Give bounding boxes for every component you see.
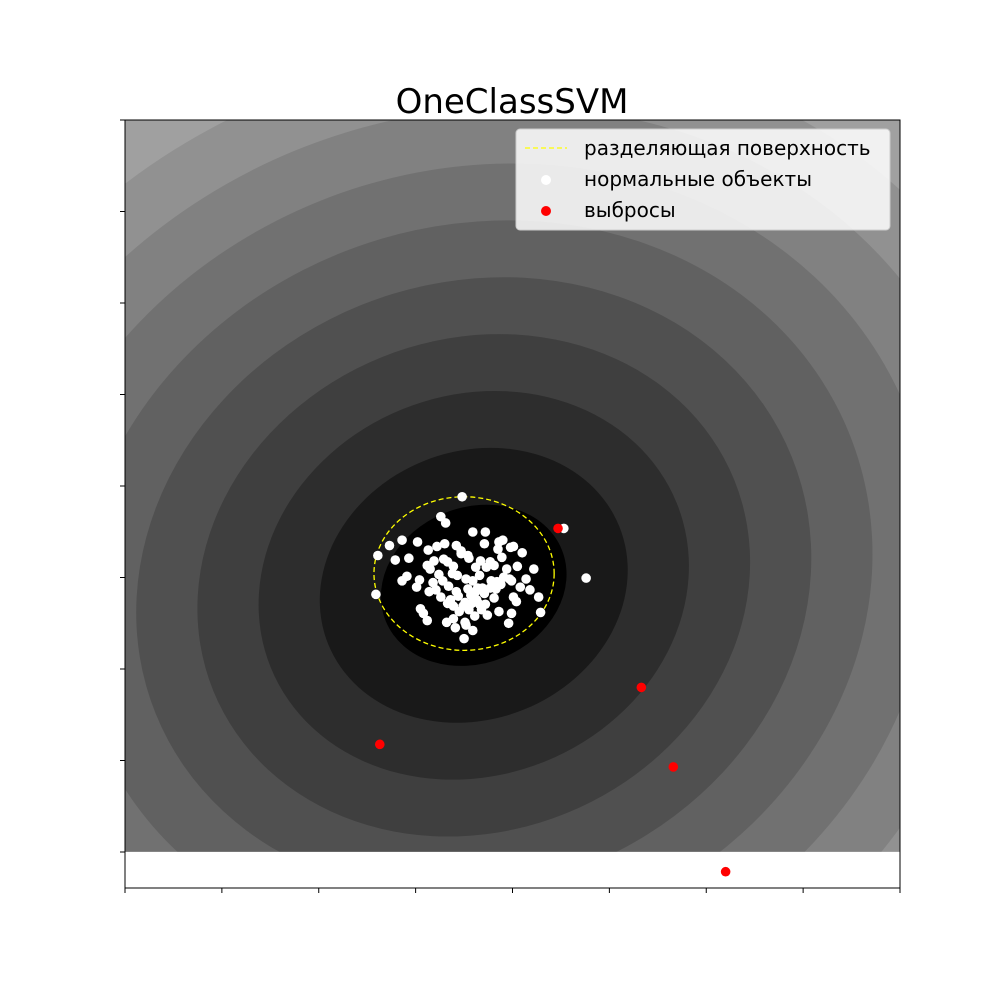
normal-point (513, 562, 523, 572)
normal-point (412, 582, 422, 592)
normal-point (404, 553, 414, 563)
normal-point (506, 543, 516, 553)
legend: разделяющая поверхность нормальные объек… (516, 129, 890, 230)
legend-label-boundary: разделяющая поверхность (584, 136, 871, 160)
normal-point (464, 553, 474, 563)
normal-point (459, 634, 469, 644)
normal-point (371, 590, 381, 600)
normal-point (438, 576, 448, 586)
normal-point (536, 608, 546, 618)
normal-point (397, 576, 407, 586)
normal-point (525, 585, 535, 595)
normal-point (429, 556, 439, 566)
normal-point (446, 595, 456, 605)
normal-point (494, 607, 504, 617)
normal-point (515, 582, 525, 592)
outlier-point (721, 867, 731, 877)
normal-point (504, 618, 514, 628)
normal-point (448, 569, 458, 579)
x-axis-ticks (125, 888, 900, 893)
normal-point (463, 584, 473, 594)
normal-point (422, 616, 432, 626)
normal-point (440, 539, 450, 549)
normal-point (481, 527, 491, 537)
outlier-point (375, 740, 385, 750)
normal-point (534, 592, 544, 602)
chart-title: OneClassSVM (396, 82, 629, 122)
normal-point (497, 553, 507, 563)
normal-point (461, 620, 471, 630)
normal-point (468, 527, 478, 537)
normal-point (456, 546, 466, 556)
normal-point (489, 593, 499, 603)
normal-point (385, 541, 395, 551)
normal-point (491, 584, 501, 594)
normal-point (473, 583, 483, 593)
normal-point (507, 576, 517, 586)
legend-normal-swatch (541, 175, 551, 185)
normal-point (457, 492, 467, 502)
normal-point (413, 537, 423, 547)
normal-point (517, 548, 527, 558)
outlier-point (553, 524, 563, 534)
normal-point (452, 587, 462, 597)
normal-point (475, 571, 485, 581)
outlier-point (637, 683, 647, 693)
normal-point (373, 551, 383, 561)
normal-point (489, 561, 499, 571)
normal-point (442, 618, 452, 628)
contour-field-edge (125, 852, 900, 888)
normal-point (464, 605, 474, 615)
normal-point (581, 573, 591, 583)
normal-point (507, 609, 517, 619)
outlier-point (669, 762, 679, 772)
normal-point (498, 535, 508, 545)
normal-point (390, 555, 400, 565)
legend-label-normal: нормальные объекты (584, 167, 812, 191)
normal-point (397, 535, 407, 545)
normal-point (439, 554, 449, 564)
normal-point (529, 564, 539, 574)
normal-point (423, 545, 433, 555)
y-axis-ticks (120, 120, 125, 852)
normal-point (521, 574, 531, 584)
normal-point (509, 592, 519, 602)
normal-point (451, 623, 461, 633)
normal-point (477, 605, 487, 615)
legend-outlier-swatch (541, 206, 551, 216)
legend-label-outliers: выбросы (584, 198, 676, 222)
normal-point (480, 539, 490, 549)
normal-point (441, 518, 451, 528)
